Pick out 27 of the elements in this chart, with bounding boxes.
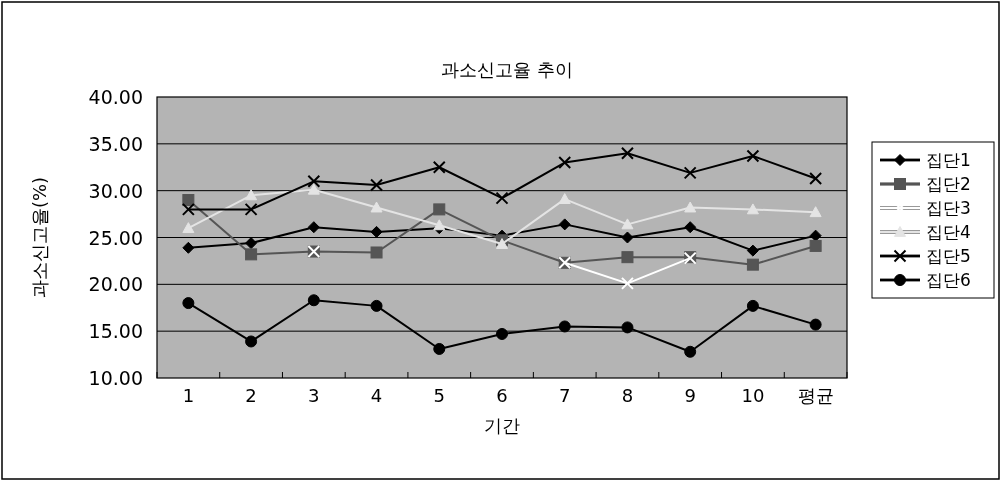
x-tick-label: 4 — [370, 385, 383, 406]
legend-label: 집단2 — [926, 174, 971, 194]
legend-label: 집단3 — [926, 198, 971, 218]
x-tick-label: 3 — [308, 385, 320, 406]
y-tick-label: 40.00 — [88, 86, 143, 108]
y-tick-label: 20.00 — [88, 273, 143, 296]
x-tick-label: 2 — [245, 385, 257, 406]
y-axis-title: 과소신고율(%) — [29, 176, 50, 299]
y-tick-label: 15.00 — [88, 320, 143, 343]
y-tick-label: 35.00 — [88, 132, 143, 155]
y-tick-label: 25.00 — [88, 226, 143, 249]
x-tick-label: 6 — [496, 385, 508, 406]
x-tick-label: 7 — [559, 385, 571, 406]
x-tick-label: 8 — [621, 385, 634, 406]
y-tick-label: 10.00 — [88, 367, 143, 389]
legend-label: 집단6 — [926, 270, 971, 290]
legend-label: 집단4 — [926, 222, 971, 242]
x-tick-label: 9 — [684, 385, 696, 406]
x-axis-title: 기간 — [484, 415, 520, 436]
y-tick-label: 30.00 — [88, 179, 143, 202]
x-tick-label: 5 — [433, 385, 445, 406]
legend-label: 집단5 — [926, 246, 971, 266]
x-tick-label: 10 — [741, 385, 765, 406]
x-tick-label: 평균 — [797, 385, 834, 406]
chart-title: 과소신고율 추이 — [441, 59, 573, 80]
x-tick-label: 1 — [182, 385, 195, 406]
legend-label: 집단1 — [926, 150, 971, 170]
